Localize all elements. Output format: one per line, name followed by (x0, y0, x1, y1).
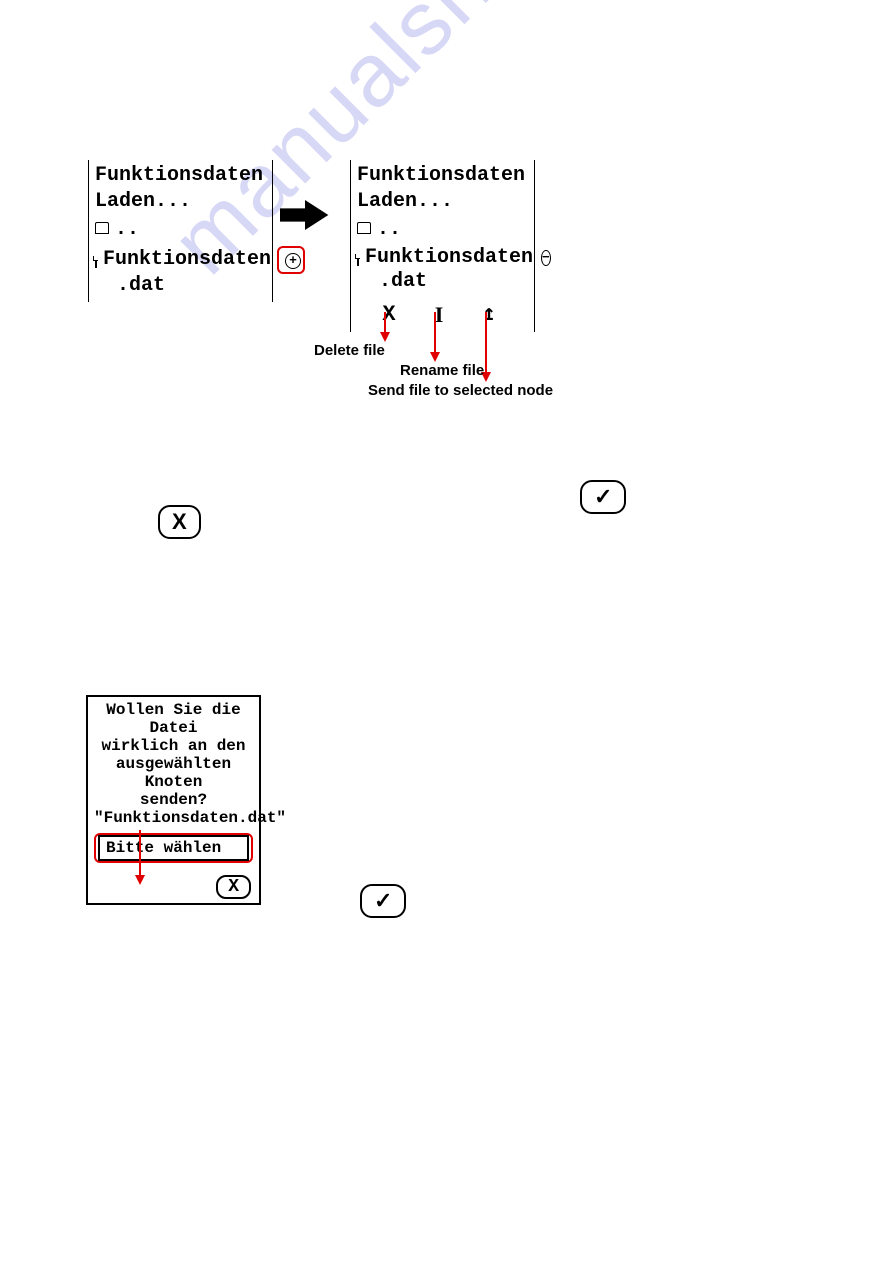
panel-subtitle: Laden... (357, 190, 528, 214)
folder-label: .. (377, 218, 401, 242)
plus-icon: + (285, 253, 301, 269)
label-send-file: Send file to selected node (368, 382, 553, 399)
folder-row[interactable]: .. (357, 218, 528, 242)
panel-title: Funktionsdaten (95, 164, 266, 188)
folder-icon (95, 222, 109, 234)
file-panel-expanded: Funktionsdaten Laden... .. Funktionsdate… (350, 160, 535, 332)
red-arrow-delete (379, 312, 391, 342)
file-ext: .dat (95, 274, 266, 298)
expand-button[interactable]: + (277, 246, 305, 274)
right-arrow-icon (280, 195, 330, 235)
cancel-button[interactable]: X (158, 505, 201, 539)
label-delete-file: Delete file (314, 342, 385, 359)
folder-row[interactable]: .. (95, 218, 266, 242)
file-ext: .dat (357, 270, 528, 294)
dialog-line3: ausgewählten Knoten (94, 755, 253, 791)
file-label: Funktionsdaten (365, 246, 533, 270)
file-icon (95, 256, 97, 268)
folder-label: .. (115, 218, 139, 242)
dialog-line2: wirklich an den (94, 737, 253, 755)
folder-icon (357, 222, 371, 234)
file-panel-collapsed: Funktionsdaten Laden... .. Funktionsdate… (88, 160, 273, 302)
dialog-cancel-button[interactable]: X (216, 875, 251, 899)
red-arrow-rename (429, 312, 441, 362)
dialog-filename: "Funktionsdaten.dat" (94, 809, 253, 827)
node-select-highlight: Bitte wählen (94, 833, 253, 863)
dialog-line1: Wollen Sie die Datei (94, 701, 253, 737)
minus-icon[interactable]: − (541, 250, 551, 266)
send-confirmation-dialog: Wollen Sie die Datei wirklich an den aus… (86, 695, 261, 905)
confirm-button[interactable]: ✓ (580, 480, 626, 514)
file-row[interactable]: Funktionsdaten + (95, 246, 266, 274)
panel-subtitle: Laden... (95, 190, 266, 214)
node-select[interactable]: Bitte wählen (98, 835, 249, 861)
label-rename-file: Rename file (400, 362, 484, 379)
confirm-button-2[interactable]: ✓ (360, 884, 406, 918)
panel-title: Funktionsdaten (357, 164, 528, 188)
dialog-line4: senden? (94, 791, 253, 809)
file-row[interactable]: Funktionsdaten − (357, 246, 528, 270)
file-icon (357, 254, 359, 266)
file-label: Funktionsdaten (103, 248, 271, 272)
file-action-icons: X I ↥ (379, 302, 528, 328)
red-arrow-select (134, 830, 146, 885)
